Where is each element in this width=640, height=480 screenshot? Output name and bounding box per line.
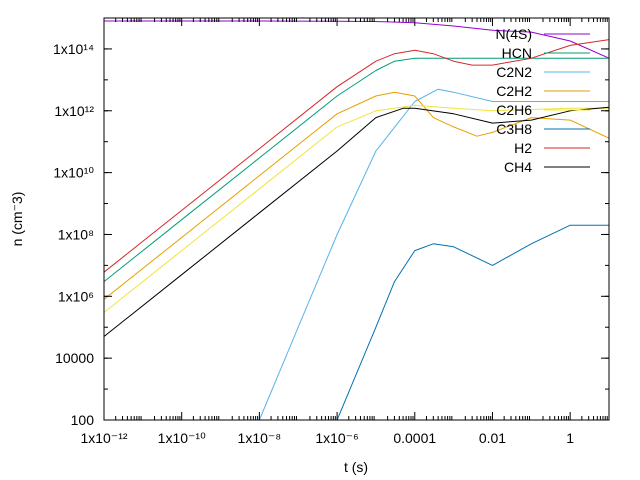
x-tick-label: 1 [566, 430, 574, 446]
y-tick-label: 1x10¹² [54, 103, 94, 119]
legend-label: C3H8 [496, 121, 532, 137]
series-line-c3h8 [336, 224, 609, 420]
legend-label: C2N2 [496, 64, 532, 80]
y-tick-label: 1x10⁶ [58, 288, 94, 304]
series-layer [104, 20, 609, 420]
series-line-c2n2 [258, 88, 609, 420]
legend-label: CH4 [504, 159, 532, 175]
legend: N(4S) HCN C2N2 C2H2 C2H6 C3H8 H2 CH4 [495, 26, 590, 175]
legend-label: H2 [514, 140, 532, 156]
x-tick-label: 1x10⁻¹⁰ [158, 430, 206, 446]
y-tick-label: 100 [71, 412, 95, 428]
legend-label: C2H6 [496, 102, 532, 118]
series-line-c2h2 [104, 91, 609, 300]
y-tick-label: 10000 [55, 350, 94, 366]
series-line-ch4 [104, 106, 609, 337]
series-line-n4s [104, 20, 609, 59]
y-tick-label: 1x10⁸ [58, 226, 94, 242]
series-line-h2 [104, 39, 609, 273]
series-line-c2h6 [104, 104, 609, 313]
x-tick-label: 0.0001 [393, 430, 436, 446]
x-tick-label: 1x10⁻⁶ [315, 430, 359, 446]
plot-frame [103, 17, 610, 421]
x-axis-label: t (s) [344, 459, 368, 475]
legend-label: C2H2 [496, 83, 532, 99]
y-tick-label: 1x10¹⁰ [53, 165, 94, 181]
x-tick-label: 1x10⁻¹² [80, 430, 127, 446]
x-tick-label: 1x10⁻⁸ [238, 430, 282, 446]
y-tick-label: 1x10¹⁴ [53, 41, 94, 57]
x-tick-label: 0.01 [479, 430, 506, 446]
ticks-layer: 1x10⁻¹² 1x10⁻¹⁰ 1x10⁻⁸ 1x10⁻⁶ 0.0001 0.01 1 100… [53, 17, 609, 446]
y-axis-label: n (cm⁻3) [9, 192, 25, 247]
series-line-hcn [104, 57, 609, 282]
legend-label: N(4S) [495, 26, 532, 42]
legend-label: HCN [502, 45, 532, 61]
